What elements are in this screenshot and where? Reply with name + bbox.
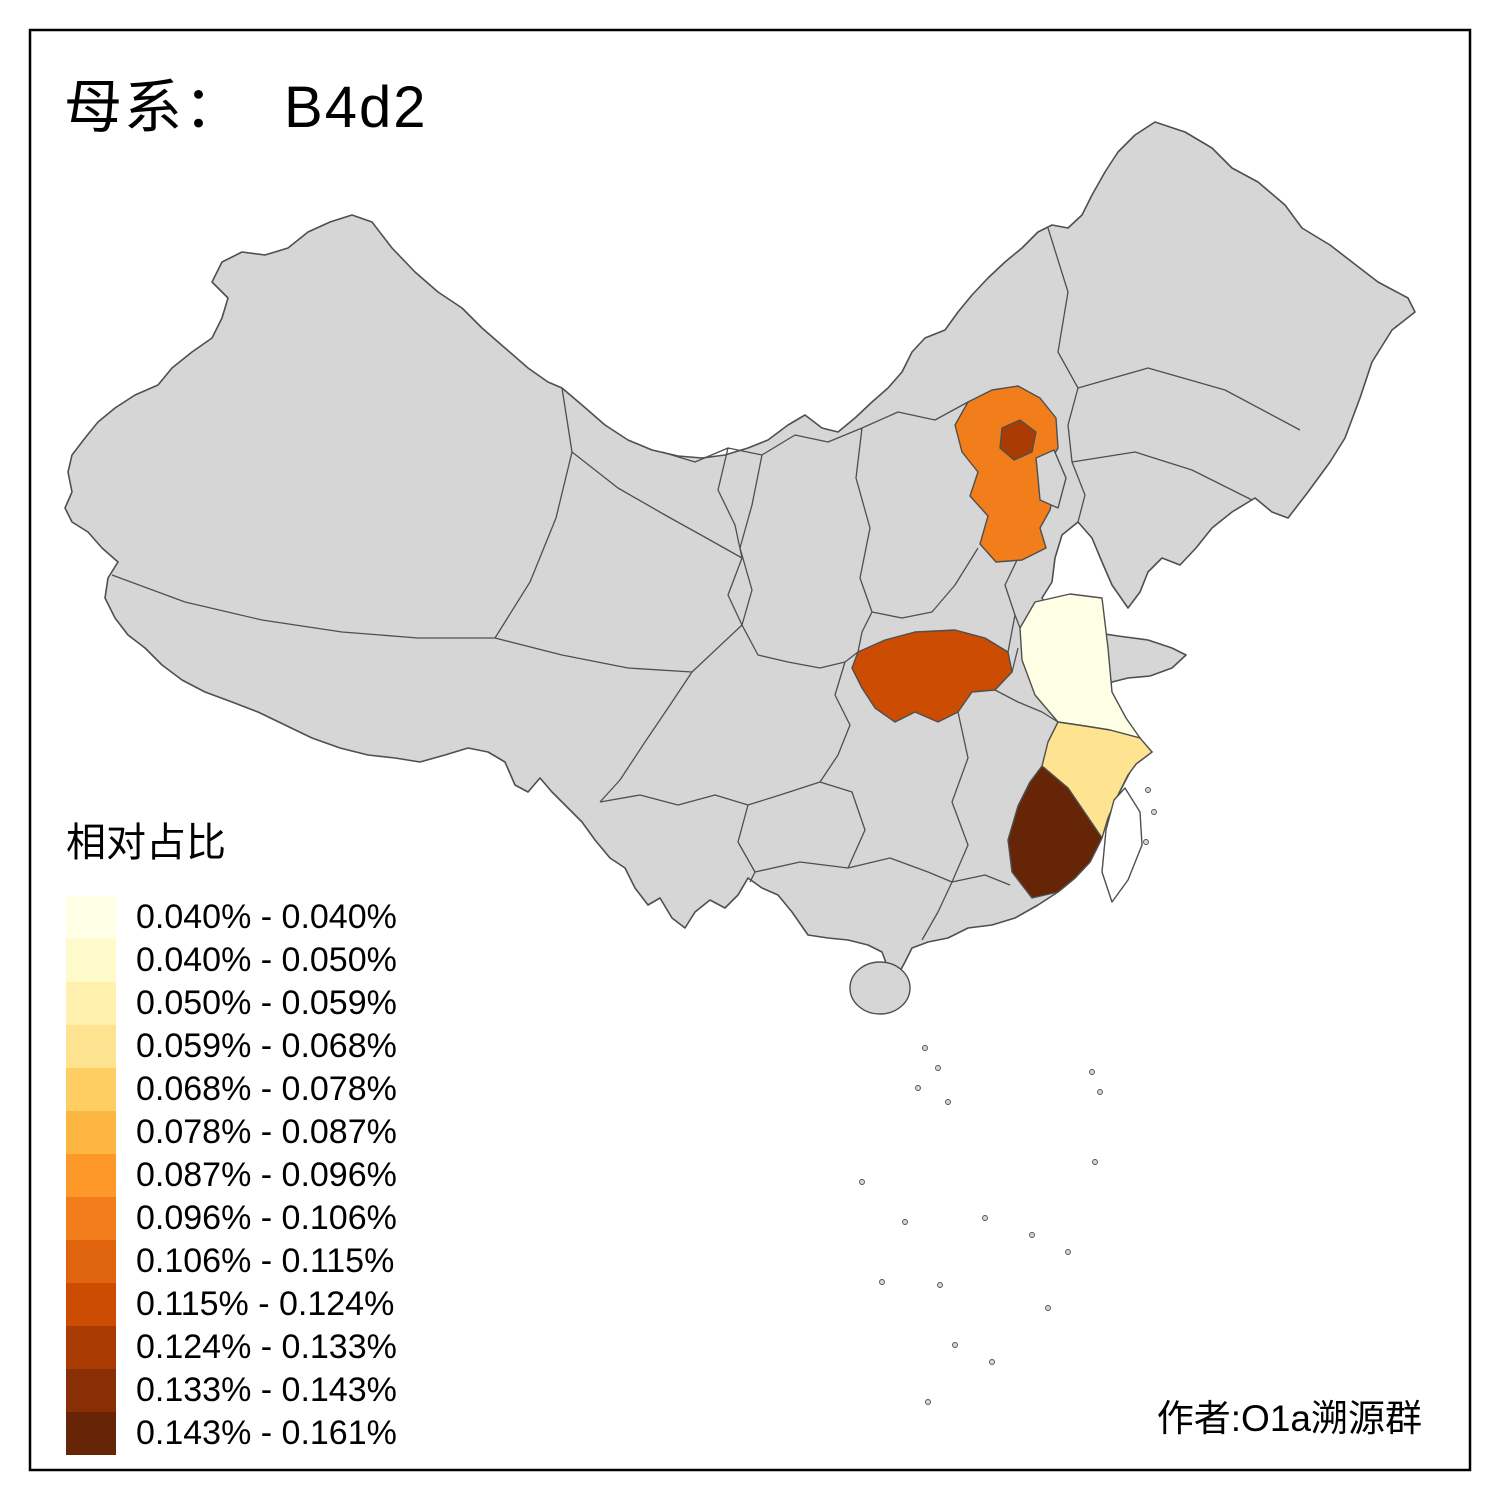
legend-label: 0.106% - 0.115% [136, 1242, 395, 1280]
province-hubei [851, 629, 1013, 723]
taiwan-island [1101, 787, 1143, 903]
legend-swatch [66, 1197, 116, 1240]
legend-row: 0.143% - 0.161% [66, 1412, 397, 1455]
page-title: 母系： B4d2 [64, 60, 427, 144]
legend-rows: 0.040% - 0.040% 0.040% - 0.050% 0.050% - 0… [66, 896, 397, 1455]
legend-label: 0.133% - 0.143% [136, 1371, 397, 1409]
legend-swatch [66, 1412, 116, 1455]
legend-row: 0.040% - 0.040% [66, 896, 397, 939]
legend-swatch [66, 1283, 116, 1326]
legend-swatch [66, 1068, 116, 1111]
legend: 相对占比 0.040% - 0.040% 0.040% - 0.050% 0.050… [66, 810, 397, 1455]
title-prefix: 母系： [64, 75, 245, 140]
legend-label: 0.059% - 0.068% [136, 1027, 397, 1065]
legend-swatch [66, 982, 116, 1025]
legend-swatch [66, 939, 116, 982]
legend-swatch [66, 1025, 116, 1068]
hainan-island [849, 961, 911, 1015]
legend-row: 0.124% - 0.133% [66, 1326, 397, 1369]
legend-swatch [66, 1154, 116, 1197]
haplogroup-label: B4d2 [284, 75, 428, 140]
map-frame [28, 28, 1472, 1472]
legend-row: 0.068% - 0.078% [66, 1068, 397, 1111]
legend-label: 0.050% - 0.059% [136, 984, 397, 1022]
province-beijing [999, 419, 1037, 461]
legend-swatch [66, 1369, 116, 1412]
legend-swatch [66, 1326, 116, 1369]
legend-swatch [66, 1111, 116, 1154]
legend-label: 0.078% - 0.087% [136, 1113, 397, 1151]
legend-label: 0.068% - 0.078% [136, 1070, 397, 1108]
legend-label: 0.040% - 0.050% [136, 941, 397, 979]
legend-row: 0.133% - 0.143% [66, 1369, 397, 1412]
province-tianjin [1035, 449, 1067, 509]
legend-row: 0.050% - 0.059% [66, 982, 397, 1025]
legend-row: 0.040% - 0.050% [66, 939, 397, 982]
legend-swatch [66, 896, 116, 939]
legend-row: 0.115% - 0.124% [66, 1283, 397, 1326]
legend-label: 0.115% - 0.124% [136, 1285, 395, 1323]
south-china-sea-islands [859, 787, 1157, 1405]
legend-row: 0.096% - 0.106% [66, 1197, 397, 1240]
province-fujian [1007, 765, 1103, 899]
legend-row: 0.106% - 0.115% [66, 1240, 397, 1283]
legend-label: 0.143% - 0.161% [136, 1414, 397, 1452]
legend-label: 0.087% - 0.096% [136, 1156, 397, 1194]
legend-swatch [66, 1240, 116, 1283]
province-borders [111, 227, 1301, 941]
legend-title: 相对占比 [66, 821, 226, 865]
legend-row: 0.059% - 0.068% [66, 1025, 397, 1068]
legend-label: 0.096% - 0.106% [136, 1199, 397, 1237]
legend-row: 0.087% - 0.096% [66, 1154, 397, 1197]
legend-row: 0.078% - 0.087% [66, 1111, 397, 1154]
legend-label: 0.040% - 0.040% [136, 898, 397, 936]
legend-label: 0.124% - 0.133% [136, 1328, 397, 1366]
attribution: 作者:O1a溯源群 [1156, 1398, 1422, 1439]
